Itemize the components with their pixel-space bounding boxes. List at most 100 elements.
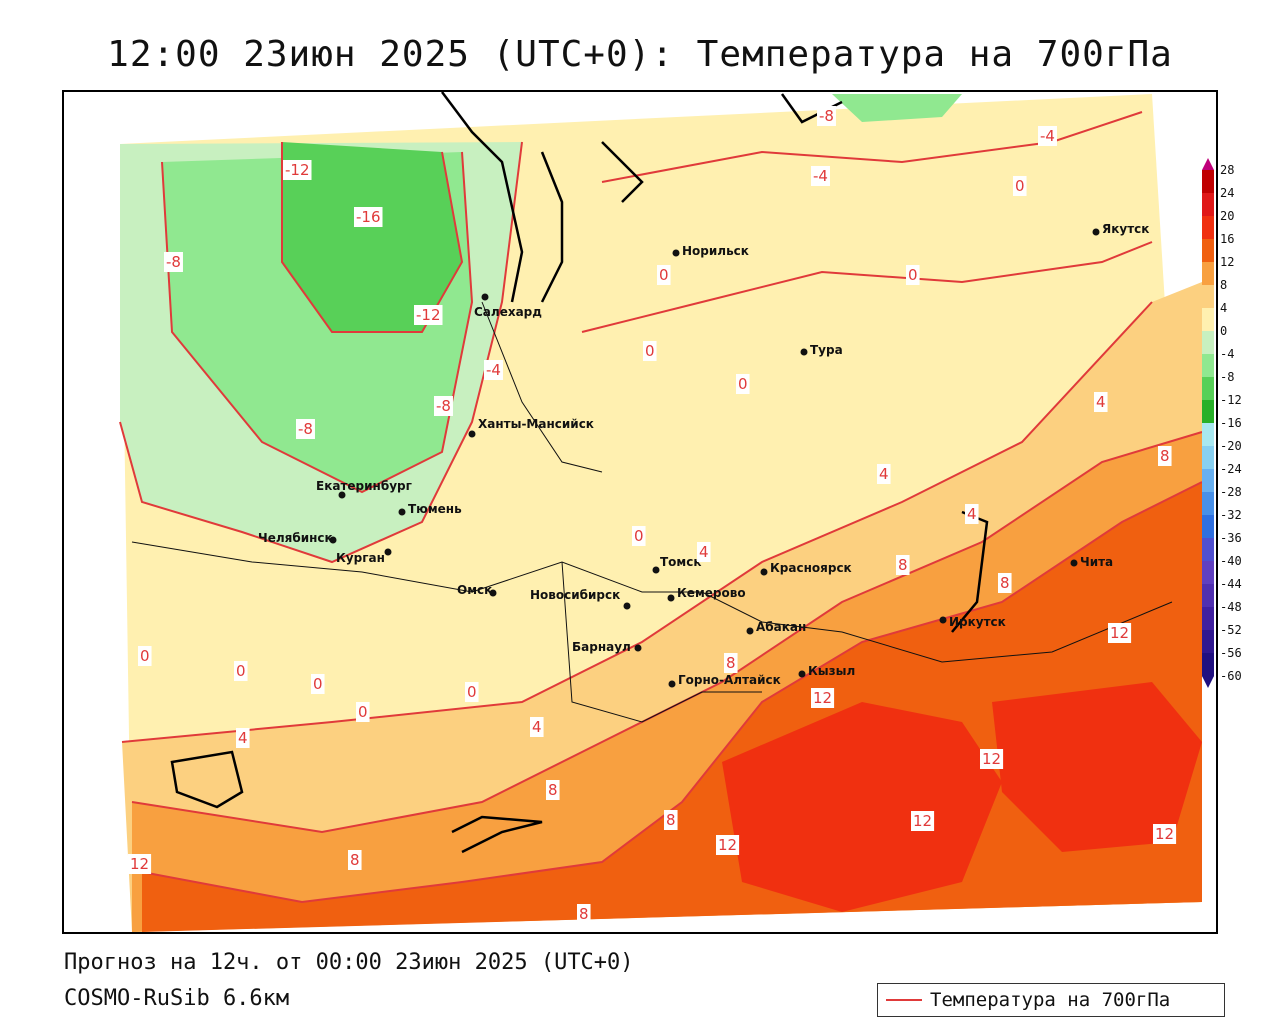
- iso-label-bg: [664, 810, 678, 830]
- iso-label-bg: [906, 265, 920, 285]
- iso-label: 8: [898, 556, 908, 574]
- city-yakutsk[interactable]: Якутск: [1102, 222, 1149, 236]
- iso-label-bg: [811, 688, 835, 708]
- iso-label-bg: [1158, 446, 1172, 466]
- iso-label: 12: [913, 812, 932, 830]
- iso-label-bg: [283, 160, 312, 180]
- iso-label-bg: [1153, 824, 1177, 844]
- iso-label: -12: [285, 161, 310, 179]
- iso-label-bg: [138, 646, 152, 666]
- city-dot-norilsk: [672, 249, 680, 257]
- map-title: 12:00 23июн 2025 (UTC+0): Температура на…: [107, 34, 1173, 75]
- city-kyzyl[interactable]: Кызыл: [808, 664, 855, 678]
- colorbar-tick-label: -28: [1220, 485, 1242, 499]
- iso-label-bg: [811, 166, 830, 186]
- city-krasnoyarsk[interactable]: Красноярск: [770, 561, 852, 575]
- iso-label: 4: [967, 505, 977, 523]
- city-chita[interactable]: Чита: [1080, 555, 1113, 569]
- iso-label: 0: [659, 266, 669, 284]
- city-abakan[interactable]: Абакан: [756, 620, 806, 634]
- colorbar-tick-label: 24: [1220, 186, 1234, 200]
- iso-label: -4: [813, 167, 828, 185]
- coastline: [170, 92, 989, 854]
- iso-label: 8: [548, 781, 558, 799]
- iso-label-bg: [128, 854, 152, 874]
- iso-label-bg: [817, 106, 836, 126]
- colorbar-segment: [1202, 308, 1214, 332]
- cold-region-core: [282, 142, 462, 332]
- legend-label: Температура на 700гПа: [930, 989, 1171, 1011]
- map-canvas[interactable]: Норильск Якутск Салехард Тура Ханты-Манс…: [62, 90, 1218, 934]
- iso-label: 0: [645, 342, 655, 360]
- iso-label-bg: [577, 904, 591, 924]
- city-norilsk[interactable]: Норильск: [682, 244, 749, 258]
- model-name: COSMO-RuSib 6.6км: [64, 986, 290, 1011]
- city-novosibirsk[interactable]: Новосибирск: [530, 588, 620, 602]
- city-dot-krasnoyarsk: [760, 568, 768, 576]
- iso-label: 0: [313, 675, 323, 693]
- iso-label-bg: [434, 396, 453, 416]
- colorbar-tick-label: -48: [1220, 600, 1242, 614]
- borders: [131, 301, 1173, 723]
- cold-region-ne: [832, 94, 962, 122]
- colorbar: 28 24 20 16 12 8 4 0 -4 -8 -12 -16 -20 -24 -28 -32 -36 -4…: [1200, 158, 1260, 688]
- city-dot-ekaterinburg: [338, 491, 346, 499]
- colorbar-bottom-arrow: [1202, 676, 1214, 688]
- colorbar-tick-label: -60: [1220, 669, 1242, 683]
- city-kurgan[interactable]: Курган: [336, 551, 385, 565]
- colorbar-segment: [1202, 515, 1214, 539]
- iso-label-bg: [414, 305, 443, 325]
- city-dot-novosibirsk: [623, 602, 631, 610]
- iso-label-bg: [236, 728, 250, 748]
- isotherm-labels: -12 -16 -8 -12 -8 -8 -4 -8 -4 -4 0 0 0 0…: [128, 106, 1177, 924]
- colorbar-segment: [1202, 561, 1214, 585]
- city-tura[interactable]: Тура: [810, 343, 843, 357]
- city-dot-irkutsk: [939, 616, 947, 624]
- forecast-info: Прогноз на 12ч. от 00:00 23июн 2025 (UTC…: [64, 950, 634, 975]
- city-tomsk[interactable]: Томск: [660, 555, 702, 569]
- colorbar-tick-label: 12: [1220, 255, 1234, 269]
- city-dot-chita: [1070, 559, 1078, 567]
- city-dot-kurgan: [384, 548, 392, 556]
- city-omsk[interactable]: Омск: [457, 583, 492, 597]
- colorbar-tick-label: -56: [1220, 646, 1242, 660]
- iso-label: 0: [738, 375, 748, 393]
- iso-label: -4: [1040, 127, 1055, 145]
- iso-label-bg: [546, 780, 560, 800]
- colorbar-tick-label: 28: [1220, 163, 1234, 177]
- colorbar-tick-label: -16: [1220, 416, 1242, 430]
- iso-label-bg: [643, 341, 657, 361]
- iso-label: 0: [908, 266, 918, 284]
- iso-label-bg: [998, 573, 1012, 593]
- colorbar-top-arrow: [1202, 158, 1214, 170]
- colorbar-tick-label: -12: [1220, 393, 1242, 407]
- colorbar-segment: [1202, 423, 1214, 447]
- city-chelyabinsk[interactable]: Челябинск: [258, 531, 333, 545]
- city-ekaterinburg[interactable]: Екатеринбург: [316, 479, 412, 493]
- city-salekhard[interactable]: Салехард: [474, 305, 542, 319]
- colorbar-tick-label: 20: [1220, 209, 1234, 223]
- colorbar-segment: [1202, 653, 1214, 677]
- colorbar-segment: [1202, 354, 1214, 378]
- city-dot-abakan: [746, 627, 754, 635]
- iso-label: 0: [358, 703, 368, 721]
- city-gorno-altaysk[interactable]: Горно-Алтайск: [678, 673, 781, 687]
- iso-label: -16: [356, 208, 381, 226]
- city-irkutsk[interactable]: Иркутск: [949, 615, 1006, 629]
- colorbar-segment: [1202, 538, 1214, 562]
- iso-label: -4: [486, 361, 501, 379]
- iso-label: 0: [467, 683, 477, 701]
- iso-label: 8: [726, 654, 736, 672]
- iso-label: 8: [666, 811, 676, 829]
- city-kemerovo[interactable]: Кемерово: [677, 586, 746, 600]
- city-barnaul[interactable]: Барнаул: [572, 640, 631, 654]
- iso-label-bg: [716, 835, 740, 855]
- city-tyumen[interactable]: Тюмень: [408, 502, 462, 516]
- city-khanty-mansiysk[interactable]: Ханты-Мансийск: [478, 417, 594, 431]
- colorbar-segment: [1202, 239, 1214, 263]
- iso-label: 12: [1155, 825, 1174, 843]
- city-markers: Норильск Якутск Салехард Тура Ханты-Манс…: [258, 222, 1149, 688]
- iso-label: 12: [982, 750, 1001, 768]
- iso-label-bg: [354, 207, 383, 227]
- colorbar-segment: [1202, 607, 1214, 631]
